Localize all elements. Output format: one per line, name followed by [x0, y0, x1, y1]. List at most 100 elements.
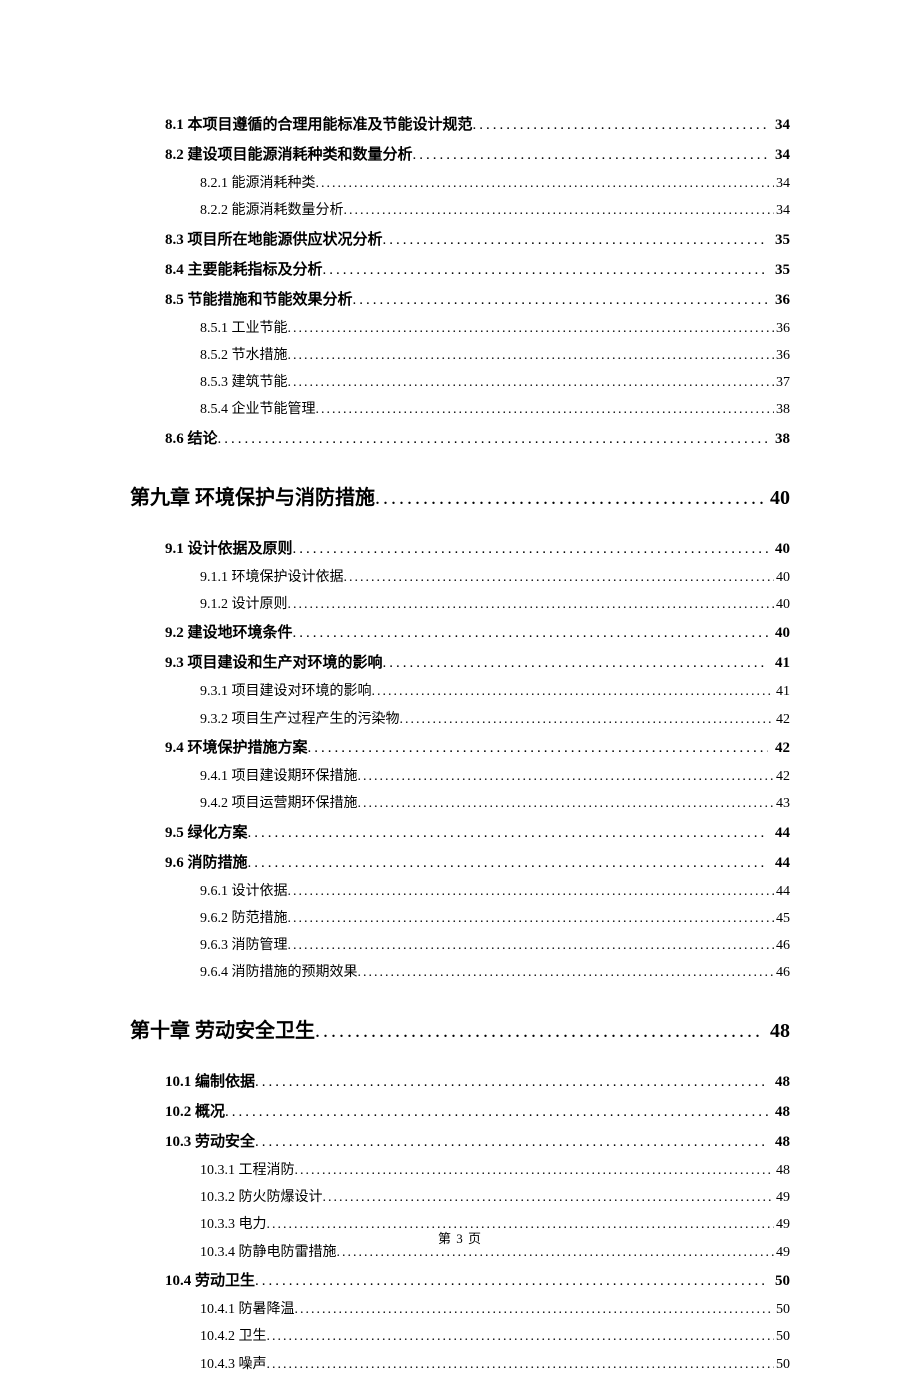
toc-entry: 10.3.1 工程消防48 — [200, 1157, 790, 1184]
toc-page-number: 50 — [774, 1351, 790, 1378]
toc-label: 10.3 劳动安全 — [165, 1127, 255, 1157]
toc-entry: 8.5.2 节水措施36 — [200, 342, 790, 369]
toc-label: 10.3.1 工程消防 — [200, 1157, 295, 1184]
toc-page-number: 37 — [774, 369, 790, 396]
toc-label: 9.1 设计依据及原则 — [165, 534, 293, 564]
toc-label: 10.1 编制依据 — [165, 1067, 255, 1097]
toc-label: 8.2 建设项目能源消耗种类和数量分析 — [165, 140, 413, 170]
toc-entry: 9.6.1 设计依据44 — [200, 878, 790, 905]
toc-entry: 8.4 主要能耗指标及分析35 — [165, 255, 790, 285]
toc-entry: 8.6 结论 38 — [165, 424, 790, 454]
toc-label: 9.5 绿化方案 — [165, 818, 248, 848]
toc-leader — [225, 1097, 768, 1127]
toc-entry: 10.1 编制依据 48 — [165, 1067, 790, 1097]
toc-entry: 10.3.2 防火防爆设计 49 — [200, 1184, 790, 1211]
toc-page-number: 49 — [774, 1184, 790, 1211]
toc-label: 8.6 结论 — [165, 424, 218, 454]
toc-label: 9.4.2 项目运营期环保措施 — [200, 790, 358, 817]
toc-entry: 9.3.1 项目建设对环境的影响41 — [200, 678, 790, 705]
toc-leader — [295, 1157, 775, 1184]
toc-label: 8.2.2 能源消耗数量分析 — [200, 197, 344, 224]
toc-entry: 第九章 环境保护与消防措施40 — [130, 482, 790, 514]
toc-label: 8.5.1 工业节能 — [200, 315, 288, 342]
toc-entry: 9.3.2 项目生产过程产生的污染物42 — [200, 706, 790, 733]
toc-page-number: 44 — [774, 878, 790, 905]
toc-entry: 10.4.3 噪声 50 — [200, 1351, 790, 1378]
toc-label: 9.4 环境保护措施方案 — [165, 733, 308, 763]
toc-leader — [267, 1351, 775, 1378]
toc-entry: 9.4.2 项目运营期环保措施 43 — [200, 790, 790, 817]
toc-page-number: 50 — [768, 1266, 790, 1296]
toc-leader — [375, 482, 764, 514]
toc-label: 8.2.1 能源消耗种类 — [200, 170, 316, 197]
toc-entry: 9.6.3 消防管理46 — [200, 932, 790, 959]
toc-page-number: 50 — [774, 1323, 790, 1350]
toc-entry: 8.2.2 能源消耗数量分析34 — [200, 197, 790, 224]
toc-leader — [358, 959, 775, 986]
toc-leader — [255, 1127, 768, 1157]
toc-page-number: 36 — [774, 315, 790, 342]
toc-leader — [255, 1067, 768, 1097]
toc-leader — [218, 424, 768, 454]
toc-entry: 8.3 项目所在地能源供应状况分析35 — [165, 225, 790, 255]
toc-leader — [358, 790, 775, 817]
toc-label: 9.6.4 消防措施的预期效果 — [200, 959, 358, 986]
toc-label: 10.2 概况 — [165, 1097, 225, 1127]
toc-entry: 9.1.2 设计原则40 — [200, 591, 790, 618]
toc-page-number: 42 — [768, 733, 790, 763]
toc-page-number: 34 — [768, 140, 790, 170]
toc-leader — [358, 763, 775, 790]
toc-entry: 9.2 建设地环境条件40 — [165, 618, 790, 648]
toc-leader — [288, 878, 775, 905]
toc-leader — [323, 255, 768, 285]
toc-label: 10.3.2 防火防爆设计 — [200, 1184, 323, 1211]
toc-entry: 10.3 劳动安全 48 — [165, 1127, 790, 1157]
toc-page-number: 41 — [768, 648, 790, 678]
toc-page-number: 48 — [764, 1015, 790, 1047]
toc-page-number: 48 — [768, 1127, 790, 1157]
toc-entry: 8.1 本项目遵循的合理用能标准及节能设计规范34 — [165, 110, 790, 140]
toc-entry: 8.5.1 工业节能 36 — [200, 315, 790, 342]
toc-page-number: 48 — [768, 1067, 790, 1097]
toc-label: 10.4.2 卫生 — [200, 1323, 267, 1350]
toc-page-number: 36 — [768, 285, 790, 315]
toc-leader — [288, 905, 775, 932]
toc-entry: 9.4 环境保护措施方案 42 — [165, 733, 790, 763]
toc-page-number: 43 — [774, 790, 790, 817]
toc-label: 9.6 消防措施 — [165, 848, 248, 878]
toc-page-number: 38 — [768, 424, 790, 454]
toc-page-number: 45 — [774, 905, 790, 932]
toc-label: 第十章 劳动安全卫生 — [130, 1015, 315, 1047]
toc-leader — [288, 342, 775, 369]
toc-page-number: 40 — [768, 618, 790, 648]
toc-page-number: 34 — [768, 110, 790, 140]
toc-page-number: 40 — [774, 591, 790, 618]
toc-entry: 8.2 建设项目能源消耗种类和数量分析 34 — [165, 140, 790, 170]
toc-leader — [308, 733, 768, 763]
toc-leader — [288, 932, 775, 959]
toc-label: 8.5 节能措施和节能效果分析 — [165, 285, 353, 315]
toc-entry: 8.5.3 建筑节能 37 — [200, 369, 790, 396]
toc-page-number: 40 — [774, 564, 790, 591]
toc-page-number: 36 — [774, 342, 790, 369]
toc-page-number: 50 — [774, 1296, 790, 1323]
toc-leader — [293, 534, 768, 564]
toc-label: 9.6.2 防范措施 — [200, 905, 288, 932]
toc-entry: 9.5 绿化方案44 — [165, 818, 790, 848]
toc-entry: 8.2.1 能源消耗种类34 — [200, 170, 790, 197]
toc-entry: 9.6 消防措施44 — [165, 848, 790, 878]
table-of-contents: 8.1 本项目遵循的合理用能标准及节能设计规范348.2 建设项目能源消耗种类和… — [130, 110, 790, 1378]
toc-label: 10.4.3 噪声 — [200, 1351, 267, 1378]
toc-entry: 10.2 概况48 — [165, 1097, 790, 1127]
toc-leader — [288, 315, 775, 342]
toc-leader — [315, 1015, 764, 1047]
toc-label: 8.4 主要能耗指标及分析 — [165, 255, 323, 285]
toc-label: 9.3.1 项目建设对环境的影响 — [200, 678, 372, 705]
toc-label: 8.5.3 建筑节能 — [200, 369, 288, 396]
toc-label: 8.5.4 企业节能管理 — [200, 396, 316, 423]
toc-page-number: 42 — [774, 706, 790, 733]
toc-leader — [295, 1296, 775, 1323]
toc-page-number: 40 — [764, 482, 790, 514]
toc-page-number: 46 — [774, 959, 790, 986]
toc-leader — [248, 848, 768, 878]
